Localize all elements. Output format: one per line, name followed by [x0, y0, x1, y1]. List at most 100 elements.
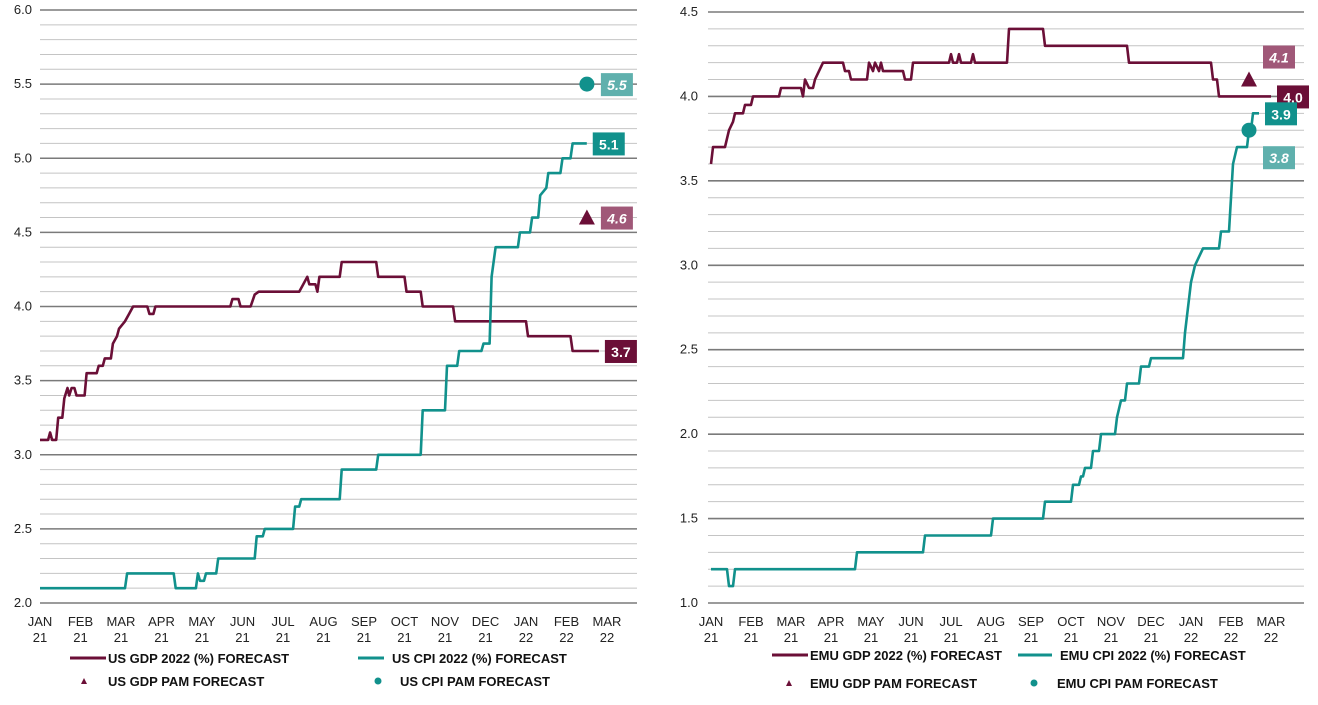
emu-gdp-2022-forecast-line [709, 27, 1271, 165]
emu-cpi-2022-forecast-end-label: 3.9 [1265, 102, 1297, 126]
emu-x-tick-label: AUG [977, 614, 1005, 629]
emu-x-tick-label: 21 [984, 630, 998, 645]
emu-x-tick-label: SEP [1018, 614, 1044, 629]
us-cpi-2022-forecast-legend-item: US CPI 2022 (%) FORECAST [358, 651, 567, 666]
us-x-tick-label: JUL [271, 614, 294, 629]
us-x-tick-label: 21 [438, 630, 452, 645]
emu-legend: EMU GDP 2022 (%) FORECAST EMU CPI 2022 (%… [772, 648, 1246, 691]
emu-gdp-pam-forecast-triangle [1241, 71, 1257, 87]
us-gdp-pam-forecast-label-text: 4.6 [606, 211, 627, 227]
emu-x-tick-label: 21 [904, 630, 918, 645]
emu-x-tick-label: 21 [1024, 630, 1038, 645]
us-gdp-2022-forecast-line [40, 260, 599, 442]
us-x-tick-label: 21 [397, 630, 411, 645]
us-cpi-pam-forecast-legend-item: US CPI PAM FORECAST [374, 674, 550, 689]
emu-gdp-pam-forecast-legend-item: EMU GDP PAM FORECAST [786, 676, 977, 691]
us-x-tick-label: 21 [154, 630, 168, 645]
us-x-tick-label: 21 [73, 630, 87, 645]
us-cpi-pam-forecast-marker-group: 5.5 [579, 73, 633, 97]
us-x-tick-label: 21 [357, 630, 371, 645]
emu-cpi-2022-forecast-legend-item: EMU CPI 2022 (%) FORECAST [1018, 648, 1246, 663]
emu-gdp-pam-forecast-marker-group: 4.1 [1241, 45, 1295, 87]
us-x-tick-label: NOV [431, 614, 460, 629]
us-x-tick-label: 21 [316, 630, 330, 645]
us-cpi-2022-forecast-legend-label: US CPI 2022 (%) FORECAST [392, 651, 567, 666]
us-x-tick-label: 22 [519, 630, 533, 645]
us-x-tick-label: 22 [600, 630, 614, 645]
us-x-tick-label: MAR [593, 614, 622, 629]
emu-gdp-pam-forecast-legend-marker [786, 680, 792, 686]
us-cpi-pam-forecast-label-text: 5.5 [607, 77, 627, 93]
emu-x-tick-label: 21 [784, 630, 798, 645]
us-x-tick-label: MAY [188, 614, 216, 629]
emu-x-tick-label: 22 [1224, 630, 1238, 645]
emu-cpi-2022-forecast-end-label-box [1265, 102, 1297, 126]
us-gdp-pam-forecast-legend-item: US GDP PAM FORECAST [81, 674, 264, 689]
us-x-tick-label: MAR [107, 614, 136, 629]
emu-y-tick-label: 1.5 [680, 511, 698, 526]
emu-gridlines [708, 11, 1304, 604]
us-cpi-2022-forecast-end-label-text: 5.1 [599, 136, 619, 152]
us-cpi-pam-forecast-label-box [600, 73, 633, 97]
emu-x-tick-label: JUL [939, 614, 962, 629]
emu-y-tick-label: 1.0 [680, 595, 698, 610]
us-gdp-2022-forecast-end-label: 3.7 [604, 339, 637, 363]
emu-x-tick-label: 21 [1144, 630, 1158, 645]
us-gdp-pam-forecast-legend-label: US GDP PAM FORECAST [108, 674, 264, 689]
us-x-tick-label: 21 [33, 630, 47, 645]
emu-x-tick-label: MAR [1257, 614, 1286, 629]
emu-x-tick-label: 22 [1264, 630, 1278, 645]
us-gdp-pam-forecast-legend-marker [81, 678, 87, 684]
emu-x-tick-label: APR [818, 614, 845, 629]
emu-cpi-pam-forecast-legend-label: EMU CPI PAM FORECAST [1057, 676, 1218, 691]
us-x-tick-label: FEB [68, 614, 93, 629]
us-y-tick-label: 2.5 [14, 521, 32, 536]
us-x-tick-label: JUN [230, 614, 255, 629]
us-y-tick-label: 3.0 [14, 447, 32, 462]
emu-gdp-pam-forecast-label-box [1263, 45, 1295, 69]
us-y-tick-label: 4.0 [14, 299, 32, 314]
emu-y-tick-label: 2.0 [680, 426, 698, 441]
us-cpi-pam-forecast-legend-marker [374, 677, 382, 685]
emu-x-tick-label: 21 [704, 630, 718, 645]
us-x-tick-label: APR [148, 614, 175, 629]
emu-cpi-2022-forecast-legend-label: EMU CPI 2022 (%) FORECAST [1060, 648, 1246, 663]
us-cpi-pam-forecast-circle [579, 76, 595, 92]
us-x-tick-label: JAN [28, 614, 53, 629]
us-y-tick-label: 3.5 [14, 373, 32, 388]
us-y-tick-label: 4.5 [14, 224, 32, 239]
emu-gdp-2022-forecast-legend-label: EMU GDP 2022 (%) FORECAST [810, 648, 1002, 663]
us-gdp-pam-forecast-label-box [600, 206, 633, 230]
emu-cpi-2022-forecast-line [711, 112, 1259, 588]
emu-y-tick-label: 2.5 [680, 342, 698, 357]
us-x-tick-label: 21 [235, 630, 249, 645]
emu-cpi-pam-forecast-marker-group: 3.8 [1241, 122, 1295, 170]
us-x-tick-label: AUG [309, 614, 337, 629]
us-x-tick-label: 21 [276, 630, 290, 645]
us-y-tick-label: 5.0 [14, 150, 32, 165]
us-gdp-pam-forecast-triangle [578, 209, 595, 225]
emu-x-tick-label: 21 [864, 630, 878, 645]
us-x-tick-label: DEC [472, 614, 499, 629]
emu-cpi-pam-forecast-label-box [1263, 146, 1295, 170]
us-x-tick-label: OCT [391, 614, 419, 629]
emu-y-tick-label: 3.0 [680, 257, 698, 272]
emu-gdp-pam-forecast-legend-label: EMU GDP PAM FORECAST [810, 676, 977, 691]
emu-cpi-pam-forecast-circle [1241, 122, 1257, 138]
emu-x-tick-label: MAY [857, 614, 885, 629]
us-x-tick-label: FEB [554, 614, 579, 629]
us-gdp-2022-forecast-legend-item: US GDP 2022 (%) FORECAST [70, 651, 289, 666]
us-y-tick-label: 2.0 [14, 595, 32, 610]
us-x-tick-label: SEP [351, 614, 377, 629]
us-gdp-2022-forecast-legend-label: US GDP 2022 (%) FORECAST [108, 651, 289, 666]
emu-x-tick-label: FEB [738, 614, 763, 629]
us-x-tick-label: JAN [514, 614, 539, 629]
us-x-tick-label: 21 [195, 630, 209, 645]
emu-y-tick-label: 3.5 [680, 173, 698, 188]
us-gdp-pam-forecast-marker-group: 4.6 [578, 206, 633, 230]
emu-y-tick-label: 4.5 [680, 4, 698, 19]
us-gdp-2022-forecast-end-label-box [604, 339, 637, 363]
emu-x-tick-label: 21 [1064, 630, 1078, 645]
us-y-tick-label: 5.5 [14, 76, 32, 91]
emu-cpi-pam-forecast-label-text: 3.8 [1269, 150, 1289, 166]
